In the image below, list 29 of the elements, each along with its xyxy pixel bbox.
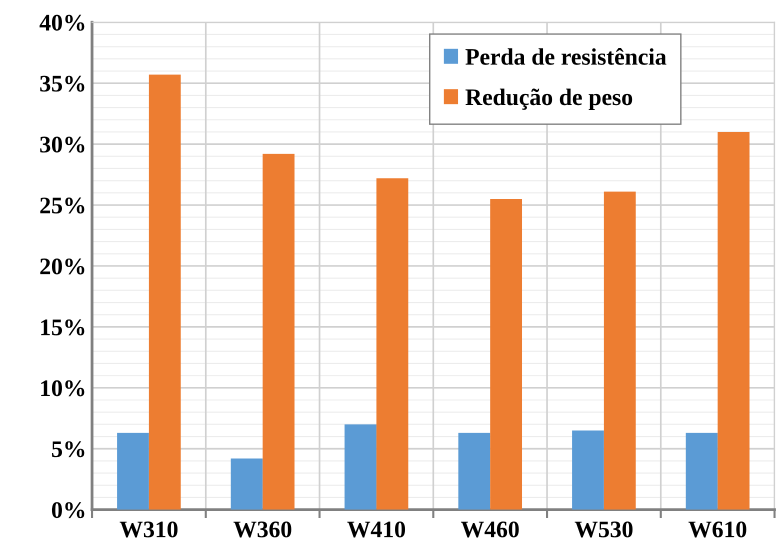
- legend-label: Redução de peso: [466, 88, 632, 110]
- x-tick-label: W530: [574, 521, 633, 538]
- bar: [572, 430, 604, 510]
- bar: [490, 198, 522, 510]
- bar: [262, 154, 295, 510]
- y-tick-label: 30%: [40, 136, 84, 153]
- bar: [376, 178, 408, 510]
- bar: [344, 424, 376, 510]
- bar: [148, 74, 181, 510]
- x-tick-label: W360: [233, 521, 292, 538]
- y-tick-label: 0%: [52, 502, 84, 518]
- x-tick-label: W310: [120, 521, 178, 538]
- y-tick-label: 35%: [40, 76, 84, 92]
- bar: [718, 132, 750, 510]
- bar: [686, 432, 718, 510]
- bar: [604, 192, 636, 510]
- bar: [230, 458, 263, 510]
- y-tick-label: 5%: [52, 441, 84, 458]
- legend-label: Perda de resistência: [466, 48, 666, 65]
- bar: [458, 432, 490, 510]
- y-tick-label: 15%: [41, 319, 84, 336]
- y-tick-label: 25%: [40, 198, 84, 214]
- bar: [117, 432, 149, 510]
- x-tick-label: W410: [347, 521, 406, 538]
- x-tick-label: W610: [688, 521, 746, 538]
- y-tick-label: 40%: [40, 14, 84, 31]
- y-tick-label: 10%: [41, 380, 84, 396]
- x-tick-label: W460: [460, 521, 519, 538]
- y-tick-label: 20%: [40, 258, 84, 274]
